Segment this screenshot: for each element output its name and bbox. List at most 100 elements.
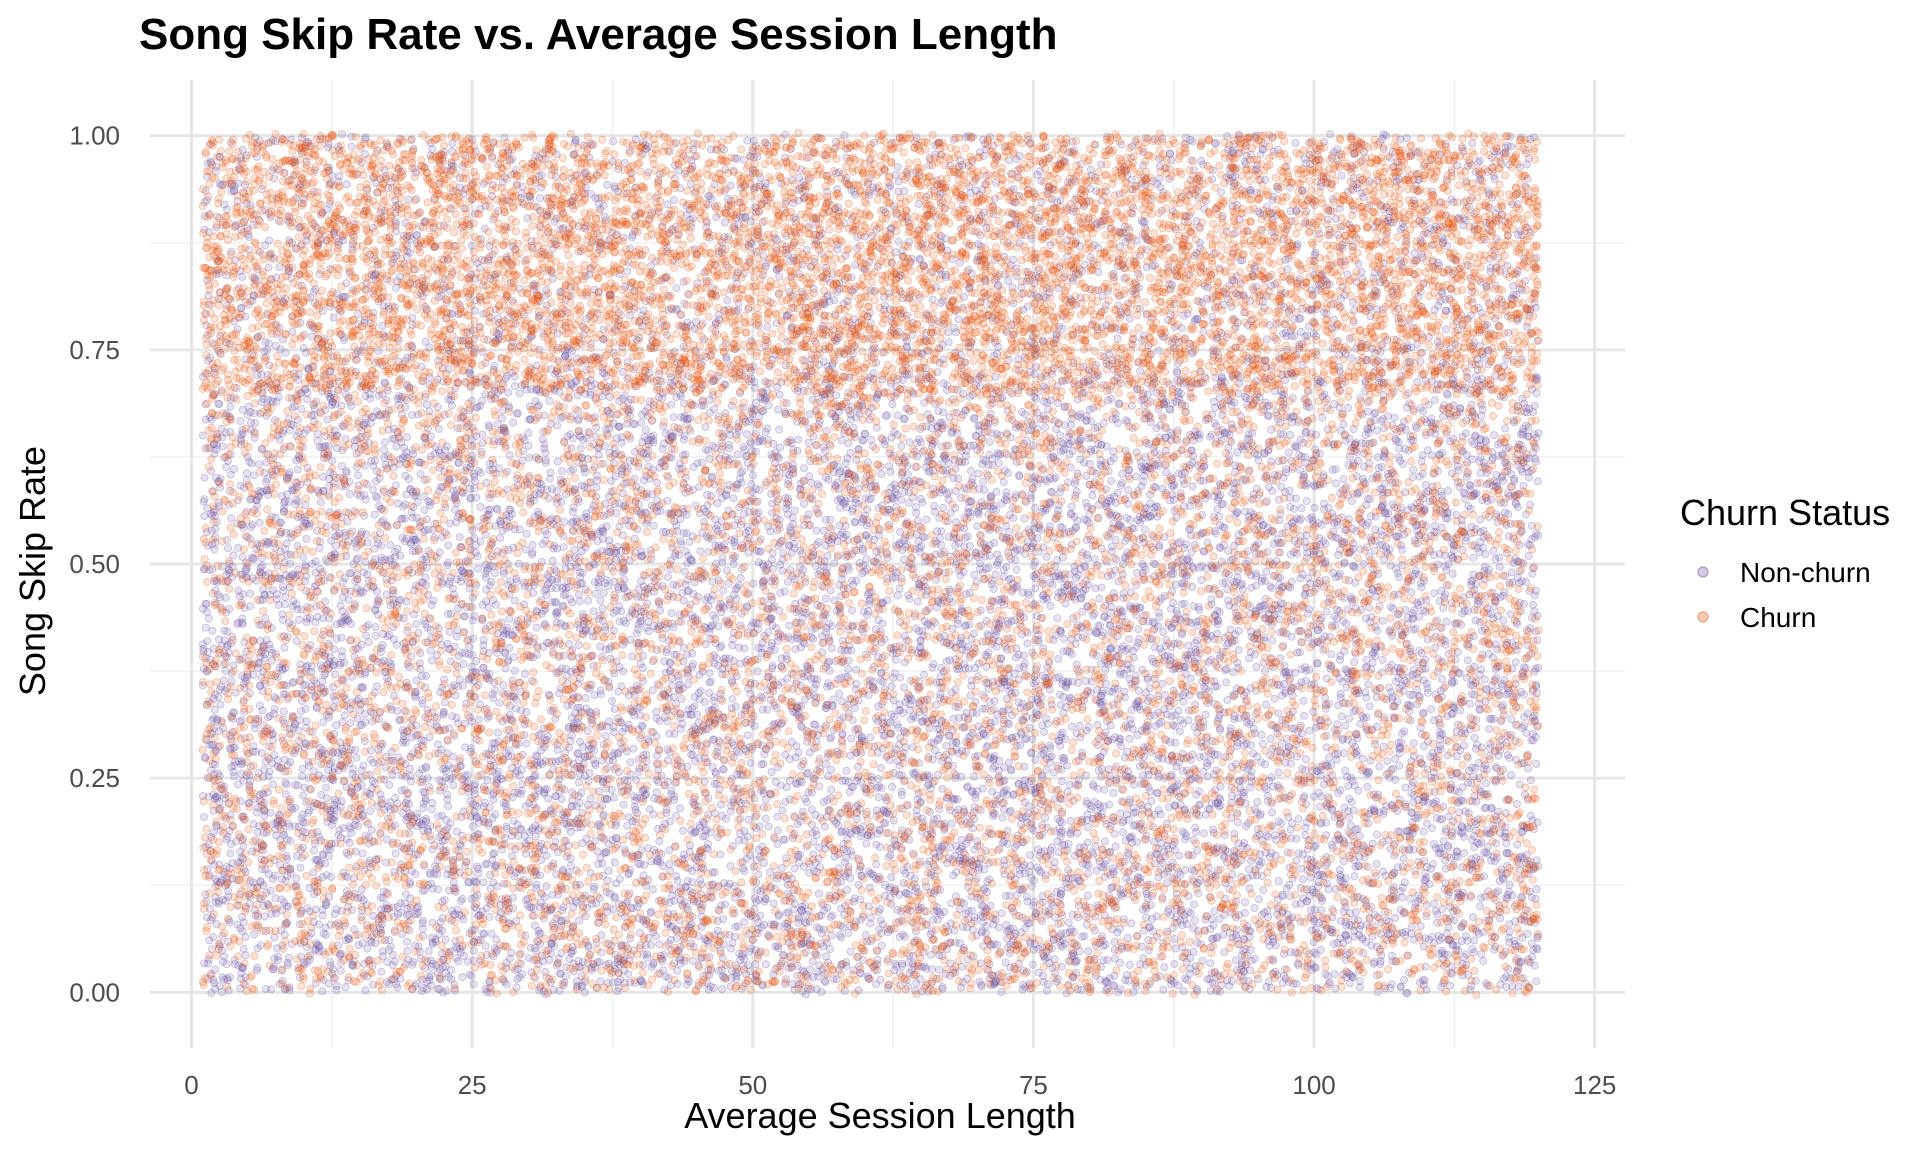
data-point-1251 bbox=[1161, 964, 1168, 971]
data-point-2424 bbox=[597, 597, 604, 604]
data-point-2083 bbox=[776, 273, 783, 280]
data-point-2025 bbox=[1191, 917, 1198, 924]
data-point-1783 bbox=[620, 668, 627, 675]
data-point-1131 bbox=[1533, 886, 1540, 893]
data-point-2594 bbox=[549, 557, 556, 564]
data-point-2735 bbox=[1085, 948, 1092, 955]
data-point-3611 bbox=[337, 967, 344, 974]
data-point-210 bbox=[670, 414, 677, 421]
data-point-1614 bbox=[372, 478, 379, 485]
data-point-4130 bbox=[575, 642, 582, 649]
data-point-1689 bbox=[1196, 788, 1203, 795]
data-point-2193 bbox=[491, 569, 498, 576]
data-point-2378 bbox=[1153, 913, 1160, 920]
data-point-1239 bbox=[610, 138, 617, 145]
data-point-744 bbox=[888, 783, 895, 790]
data-point-2037 bbox=[878, 471, 885, 478]
data-point-4051 bbox=[1420, 407, 1427, 414]
data-point-3008 bbox=[1297, 865, 1304, 872]
data-point-2891 bbox=[898, 442, 905, 449]
data-point-1933 bbox=[914, 598, 921, 605]
data-point-1942 bbox=[1534, 478, 1541, 485]
data-point-3477 bbox=[1275, 877, 1282, 884]
data-point-2389 bbox=[625, 971, 632, 978]
data-point-3474 bbox=[517, 791, 524, 798]
data-point-13 bbox=[895, 238, 902, 245]
data-point-2978 bbox=[1192, 824, 1199, 831]
data-point-4022 bbox=[638, 419, 645, 426]
data-point-4054 bbox=[1127, 516, 1134, 523]
data-point-2984 bbox=[296, 616, 303, 623]
data-point-862 bbox=[369, 486, 376, 493]
data-point-1843 bbox=[706, 670, 713, 677]
data-point-1155 bbox=[1076, 722, 1083, 729]
data-point-173 bbox=[1513, 800, 1520, 807]
data-point-48 bbox=[1342, 722, 1349, 729]
data-point-3806 bbox=[1200, 328, 1207, 335]
data-point-3279 bbox=[1351, 659, 1358, 666]
data-point-2144 bbox=[592, 590, 599, 597]
data-point-3069 bbox=[199, 432, 206, 439]
data-point-55 bbox=[1373, 831, 1380, 838]
data-point-3638 bbox=[1026, 852, 1033, 859]
data-point-2375 bbox=[1483, 780, 1490, 787]
data-point-3202 bbox=[828, 786, 835, 793]
data-point-3758 bbox=[980, 478, 987, 485]
data-point-98 bbox=[1529, 601, 1536, 608]
data-point-4057 bbox=[888, 683, 895, 690]
data-point-2123 bbox=[419, 925, 426, 932]
data-point-1638 bbox=[251, 931, 258, 938]
data-point-1262 bbox=[1084, 892, 1091, 899]
data-point-2767 bbox=[702, 423, 709, 430]
data-point-3854 bbox=[482, 861, 489, 868]
data-point-2686 bbox=[836, 690, 843, 697]
data-point-580 bbox=[786, 622, 793, 629]
data-point-2701 bbox=[620, 801, 627, 808]
data-point-3159 bbox=[894, 164, 901, 171]
data-point-3486 bbox=[822, 595, 829, 602]
data-point-3070 bbox=[1223, 679, 1230, 686]
data-point-3286 bbox=[1251, 904, 1258, 911]
data-point-2214 bbox=[906, 439, 913, 446]
data-point-938 bbox=[1126, 315, 1133, 322]
data-point-3298 bbox=[1084, 824, 1091, 831]
data-point-3453 bbox=[697, 876, 704, 883]
data-point-3080 bbox=[1174, 369, 1181, 376]
data-point-827 bbox=[729, 696, 736, 703]
data-point-125 bbox=[237, 417, 244, 424]
data-point-1650 bbox=[1269, 637, 1276, 644]
data-point-352 bbox=[1043, 987, 1050, 994]
data-point-1750 bbox=[1042, 814, 1049, 821]
data-point-3939 bbox=[202, 624, 209, 631]
data-point-1024 bbox=[1055, 655, 1062, 662]
data-point-1980 bbox=[764, 323, 771, 330]
data-point-3938 bbox=[967, 467, 974, 474]
data-point-3803 bbox=[372, 493, 379, 500]
data-point-3954 bbox=[1492, 555, 1499, 562]
data-point-1577 bbox=[680, 827, 687, 834]
data-point-3457 bbox=[948, 820, 955, 827]
data-point-3385 bbox=[921, 534, 928, 541]
data-point-280 bbox=[1058, 778, 1065, 785]
data-point-1723 bbox=[744, 732, 751, 739]
data-point-3173 bbox=[1089, 492, 1096, 499]
data-point-2950 bbox=[569, 508, 576, 515]
data-point-97 bbox=[511, 383, 518, 390]
data-point-3410 bbox=[224, 545, 231, 552]
data-point-999 bbox=[1241, 899, 1248, 906]
data-point-2444 bbox=[546, 397, 553, 404]
data-point-3824 bbox=[1306, 727, 1313, 734]
data-point-1846 bbox=[310, 847, 317, 854]
data-point-2399 bbox=[929, 296, 936, 303]
data-point-2945 bbox=[297, 708, 304, 715]
data-point-3229 bbox=[627, 759, 634, 766]
data-point-808 bbox=[494, 729, 501, 736]
data-point-742 bbox=[300, 792, 307, 799]
data-point-3118 bbox=[491, 687, 498, 694]
data-point-2446 bbox=[516, 390, 523, 397]
data-point-2699 bbox=[1336, 656, 1343, 663]
data-point-2120 bbox=[203, 608, 210, 615]
data-point-469 bbox=[1275, 769, 1282, 776]
data-point-982 bbox=[577, 445, 584, 452]
